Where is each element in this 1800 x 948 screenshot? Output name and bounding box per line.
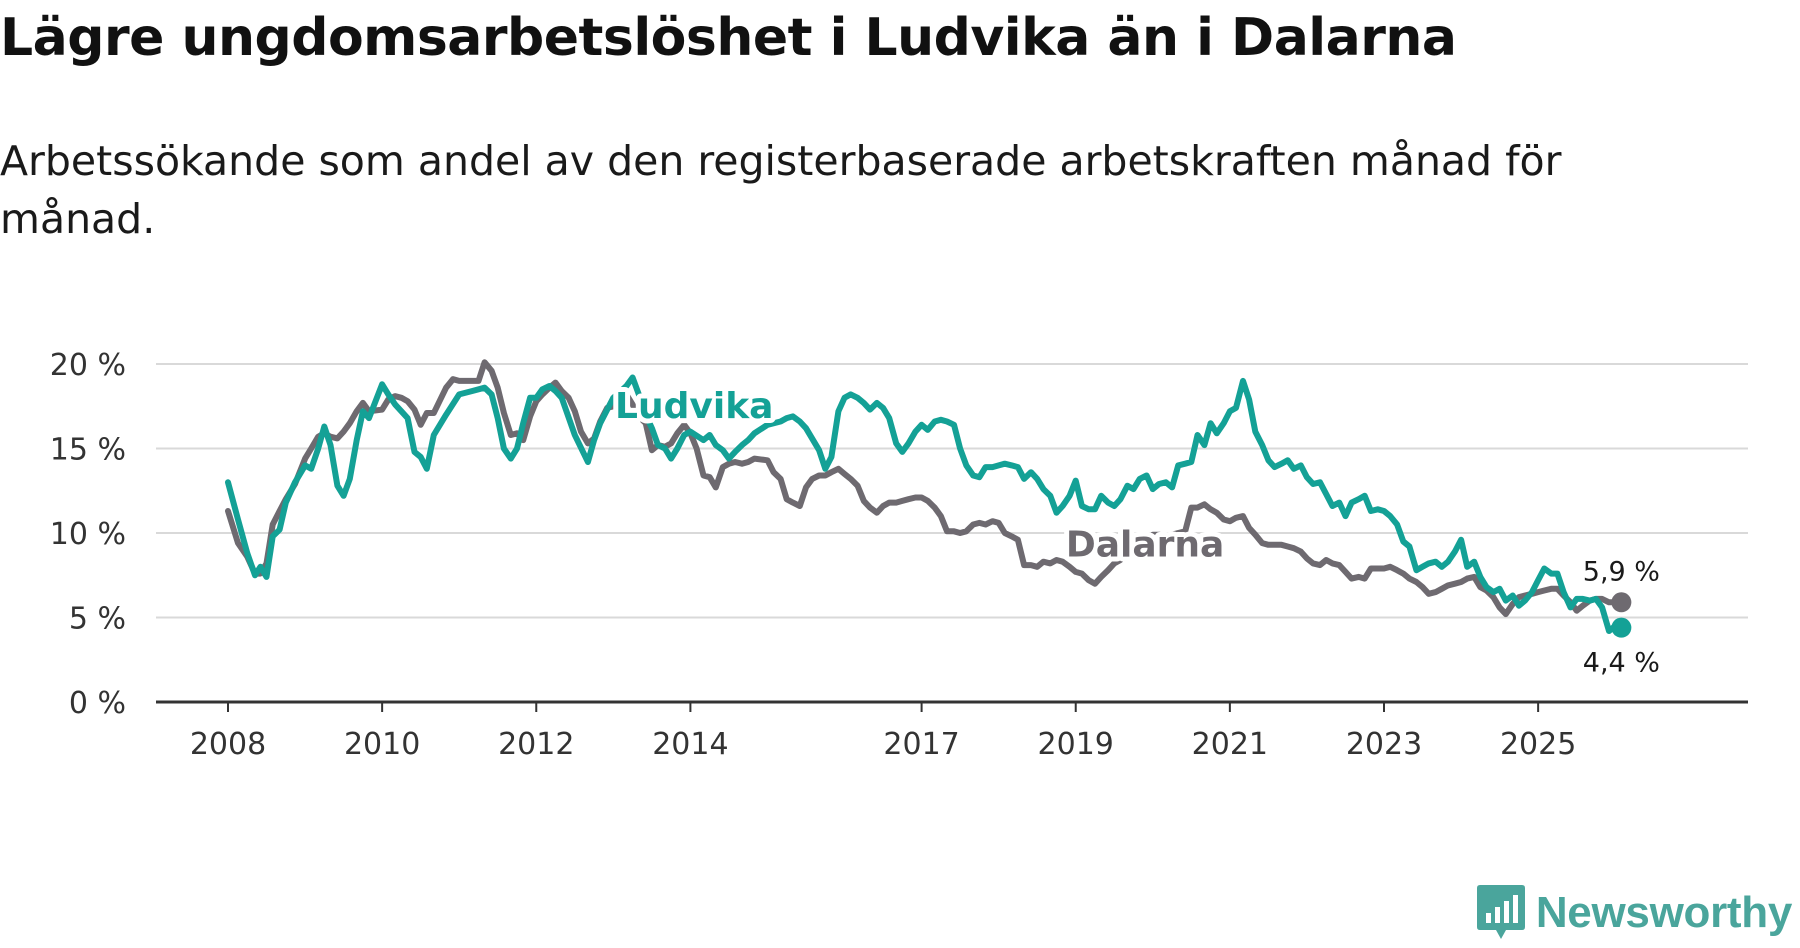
series-lines <box>225 359 1632 638</box>
x-tick-label: 2014 <box>652 727 728 762</box>
x-tick-label: 2023 <box>1346 727 1422 762</box>
x-tick-label: 2008 <box>190 727 266 762</box>
end-point-ludvika <box>1611 617 1632 638</box>
y-tick-label: 20 % <box>50 348 126 383</box>
newsworthy-logo-icon <box>1476 885 1525 939</box>
series-line-ludvika <box>225 374 1625 634</box>
chart-title: Lägre ungdomsarbetslöshet i Ludvika än i… <box>0 8 1457 68</box>
y-tick-label: 10 % <box>50 517 126 552</box>
x-tick-label: 2019 <box>1038 727 1114 762</box>
x-tick-label: 2025 <box>1500 727 1576 762</box>
gridlines <box>156 363 1748 619</box>
x-tick-label: 2012 <box>498 727 574 762</box>
y-tick-label: 5 % <box>69 602 126 637</box>
series-labels: Ludvika Dalarna 5,9 % 4,4 % <box>610 381 1663 682</box>
y-tick-label: 15 % <box>50 433 126 468</box>
end-point-dalarna <box>1611 592 1632 613</box>
brand-name: Newsworthy <box>1535 888 1792 937</box>
x-tick-label: 2017 <box>883 727 959 762</box>
y-tick-label: 0 % <box>69 686 126 721</box>
series-label-ludvika: Ludvika <box>615 386 773 427</box>
x-tick-label: 2010 <box>344 727 420 762</box>
newsworthy-logo: Newsworthy <box>1476 878 1792 948</box>
series-line-dalarna <box>225 359 1625 618</box>
axes: 0 % 5 % 10 % 15 % 20 % 2008 2010 2012 2014 2017 20… <box>50 348 1748 762</box>
series-label-dalarna: Dalarna <box>1066 525 1224 566</box>
end-label-ludvika: 4,4 % <box>1583 648 1660 679</box>
x-tick-label: 2021 <box>1192 727 1268 762</box>
chart-subtitle: Arbetssökande som andel av den registerb… <box>0 137 1562 243</box>
end-label-dalarna: 5,9 % <box>1583 556 1660 587</box>
